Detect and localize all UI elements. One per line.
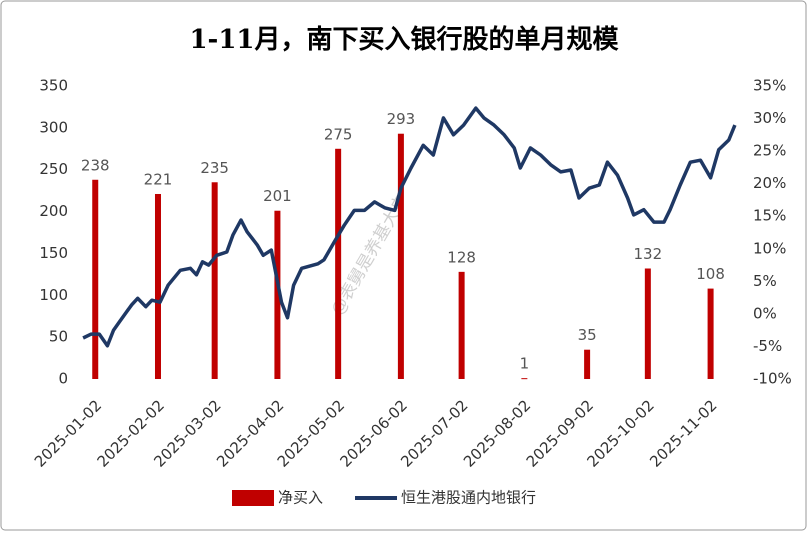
y2-tick-label: 10% — [753, 239, 786, 257]
data-label: 132 — [634, 245, 663, 263]
y2-tick-label: 20% — [753, 174, 786, 192]
data-label: 221 — [144, 170, 173, 188]
y-tick-label: 350 — [39, 77, 68, 95]
y2-tick-label: -10% — [753, 370, 792, 388]
data-label: 35 — [578, 326, 597, 344]
y2-tick-label: -5% — [753, 337, 782, 355]
line — [82, 106, 737, 348]
bar — [521, 378, 528, 380]
bar — [458, 271, 465, 379]
data-label: 238 — [81, 156, 110, 174]
y-tick-label: 0 — [58, 370, 68, 388]
bar — [92, 179, 99, 379]
data-label: 275 — [324, 125, 353, 143]
y-tick-label: 150 — [39, 244, 68, 262]
legend-swatch — [232, 490, 274, 506]
data-label: 201 — [263, 187, 292, 205]
y-tick-label: 300 — [39, 118, 68, 136]
bar — [335, 148, 342, 379]
bar — [211, 182, 218, 379]
y-tick-label: 200 — [39, 202, 68, 220]
y-tick-label: 100 — [39, 286, 68, 304]
y2-tick-label: 15% — [753, 207, 786, 225]
y2-tick-label: 25% — [753, 142, 786, 160]
y2-tick-label: 30% — [753, 109, 786, 127]
y-tick-label: 50 — [49, 328, 68, 346]
bar — [154, 193, 161, 379]
data-label: 293 — [387, 110, 416, 128]
chart-title: 1-11月，南下买入银行股的单月规模 — [189, 24, 619, 55]
bar — [584, 349, 591, 379]
data-label: 108 — [696, 265, 725, 283]
y2-tick-label: 5% — [753, 272, 777, 290]
bar — [397, 133, 404, 379]
legend-label: 净买入 — [278, 489, 323, 507]
bar — [274, 210, 281, 379]
bar — [644, 268, 651, 379]
y2-tick-label: 35% — [753, 77, 786, 95]
y-tick-label: 250 — [39, 160, 68, 178]
data-label: 128 — [447, 248, 476, 266]
data-label: 235 — [200, 159, 229, 177]
legend-label: 恒生港股通内地银行 — [401, 489, 536, 507]
data-label: 1 — [520, 355, 530, 373]
y2-tick-label: 0% — [753, 304, 777, 322]
bar — [707, 288, 714, 379]
